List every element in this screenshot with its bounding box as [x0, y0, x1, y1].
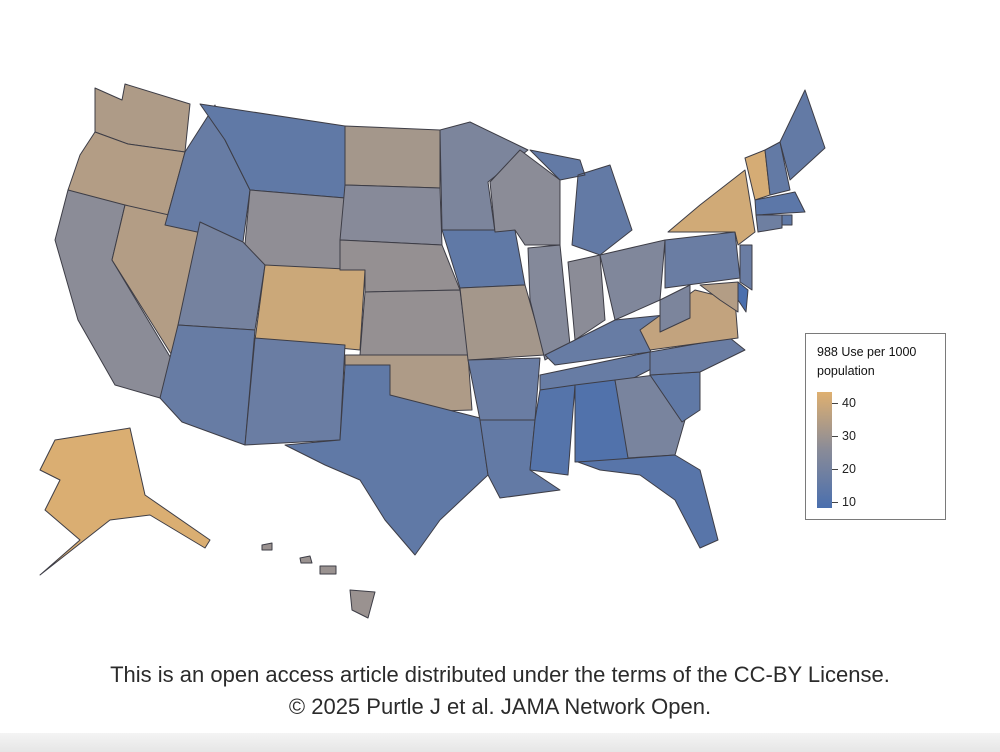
state-sd — [339, 184, 443, 246]
state-oh — [599, 239, 666, 321]
state-ri — [781, 214, 793, 226]
state-nd — [344, 125, 441, 189]
state-ny — [667, 169, 756, 246]
legend-color-bar — [817, 392, 832, 508]
state-mi — [529, 149, 633, 256]
legend-label-20: 20 — [842, 462, 856, 476]
state-ct — [755, 214, 783, 233]
states-layer — [39, 83, 826, 619]
state-ma — [754, 191, 806, 216]
state-co — [254, 264, 366, 351]
legend-label-30: 30 — [842, 429, 856, 443]
state-nh — [764, 141, 791, 196]
copyright-text: © 2025 Purtle J et al. JAMA Network Open… — [288, 694, 712, 719]
state-ak — [39, 427, 211, 576]
state-tn — [539, 351, 666, 391]
state-in — [567, 254, 606, 341]
state-ut — [177, 221, 266, 331]
legend-tick-40 — [832, 403, 838, 404]
legend-tick-30 — [832, 436, 838, 437]
state-ar — [467, 357, 541, 421]
bottom-strip — [0, 733, 1000, 752]
license-text: This is an open access article distribut… — [110, 662, 890, 687]
state-md — [699, 281, 739, 313]
state-me — [779, 89, 826, 181]
state-tx — [284, 364, 489, 556]
state-az — [159, 324, 256, 446]
state-wi — [489, 149, 561, 246]
state-ms — [529, 384, 576, 476]
legend-title: 988 Use per 1000 population — [817, 345, 917, 378]
legend-label-40: 40 — [842, 396, 856, 410]
state-hi — [261, 542, 376, 619]
state-nj — [739, 244, 753, 291]
state-nm — [244, 337, 346, 446]
legend-tick-10 — [832, 502, 838, 503]
state-pa — [664, 231, 741, 289]
legend: 988 Use per 1000 population 40 30 20 10 — [805, 333, 946, 520]
legend-tick-20 — [832, 469, 838, 470]
state-wv — [659, 284, 691, 333]
state-ks — [359, 289, 469, 356]
legend-label-10: 10 — [842, 495, 856, 509]
state-fl — [577, 454, 719, 549]
